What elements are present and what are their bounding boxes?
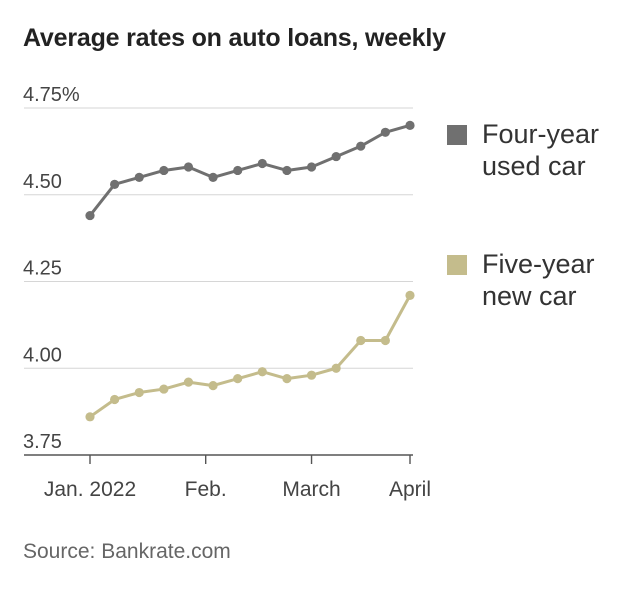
data-point (331, 151, 341, 162)
data-point (159, 384, 169, 394)
series-line-1 (89, 294, 412, 419)
x-tick-label: Jan. 2022 (44, 478, 136, 501)
gridlines (24, 107, 413, 456)
data-point (134, 387, 144, 398)
series-layer (85, 120, 415, 422)
data-point (134, 172, 144, 182)
data-point (208, 172, 218, 182)
y-axis-labels: 3.75 4.00 4.25 4.50 4.75% (23, 84, 80, 453)
data-point (183, 377, 194, 387)
data-point (356, 141, 366, 151)
data-point (159, 165, 169, 176)
data-point (331, 363, 341, 373)
x-tick-label: March (282, 478, 340, 501)
series-line-0 (88, 123, 411, 217)
data-point (85, 412, 95, 422)
data-point (405, 120, 415, 130)
data-point (380, 335, 390, 346)
data-point (306, 370, 317, 380)
legend-label-new-car: Five-year new car (482, 249, 595, 311)
legend-swatch-new-car (447, 255, 467, 275)
legend-swatch-used-car (447, 125, 467, 145)
y-tick-label: 3.75 (23, 431, 62, 453)
data-point (282, 374, 292, 384)
data-point (257, 158, 267, 169)
data-point (257, 367, 267, 377)
data-point (306, 162, 317, 172)
data-point (208, 381, 218, 391)
data-point (183, 162, 194, 172)
data-point (356, 335, 366, 346)
y-tick-label: 4.25 (23, 258, 62, 280)
legend-label-used-car: Four-year used car (482, 119, 600, 181)
data-point (380, 127, 390, 137)
chart-title: Average rates on auto loans, weekly (23, 24, 446, 52)
data-point (85, 210, 95, 221)
x-tick-label: Feb. (185, 478, 227, 501)
data-point (110, 179, 120, 189)
x-tick-label: April (389, 478, 431, 501)
y-tick-label: 4.50 (23, 171, 62, 193)
data-point (110, 394, 120, 405)
data-point (405, 290, 415, 300)
data-point (233, 374, 243, 384)
data-point (282, 165, 292, 176)
y-tick-label: 4.75% (23, 84, 80, 106)
x-axis: Jan. 2022 Feb. March April (44, 455, 431, 501)
source-note: Source: Bankrate.com (23, 540, 231, 563)
data-point (233, 165, 243, 176)
y-tick-label: 4.00 (23, 344, 62, 366)
